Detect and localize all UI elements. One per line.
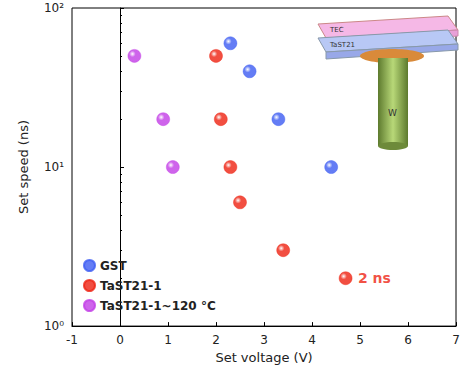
svg-text:10¹: 10¹	[44, 160, 64, 174]
svg-text:TaST21-1~120 °C: TaST21-1~120 °C	[100, 299, 216, 313]
svg-text:3: 3	[260, 333, 268, 347]
svg-text:2: 2	[212, 333, 220, 347]
svg-text:-1: -1	[66, 333, 78, 347]
svg-text:1: 1	[164, 333, 172, 347]
svg-text:7: 7	[452, 333, 460, 347]
svg-text:2 ns: 2 ns	[358, 270, 391, 286]
svg-text:10⁰: 10⁰	[44, 319, 64, 333]
svg-text:0: 0	[116, 333, 124, 347]
svg-text:4: 4	[308, 333, 316, 347]
svg-text:Set voltage (V): Set voltage (V)	[215, 350, 312, 365]
svg-text:5: 5	[356, 333, 364, 347]
svg-text:Set speed (ns): Set speed (ns)	[16, 120, 31, 214]
svg-text:W: W	[388, 108, 397, 118]
svg-text:6: 6	[404, 333, 412, 347]
svg-text:10²: 10²	[44, 1, 64, 15]
svg-text:GST: GST	[100, 259, 127, 273]
svg-text:TEC: TEC	[329, 26, 344, 34]
svg-text:TaST21: TaST21	[329, 41, 355, 49]
svg-text:TaST21-1: TaST21-1	[100, 279, 162, 293]
